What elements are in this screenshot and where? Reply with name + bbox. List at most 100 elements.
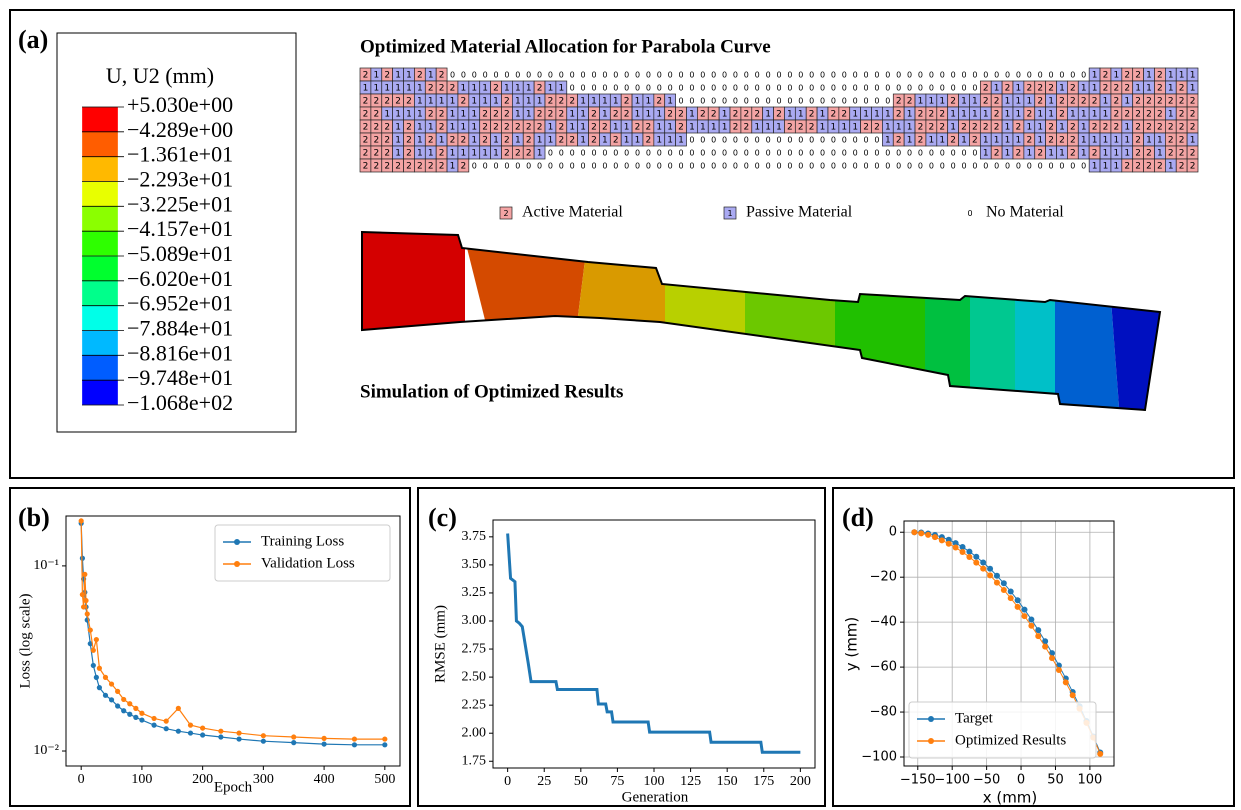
material-digit: 1 bbox=[624, 123, 630, 133]
material-digit: 0 bbox=[820, 162, 825, 171]
material-digit: 2 bbox=[1059, 97, 1065, 107]
material-digit: 2 bbox=[363, 136, 369, 146]
material-digit: 1 bbox=[961, 136, 967, 146]
point bbox=[79, 518, 84, 523]
panel-label: (a) bbox=[18, 25, 48, 54]
material-digit: 2 bbox=[950, 136, 956, 146]
material-digit: 1 bbox=[450, 149, 456, 159]
material-digit: 0 bbox=[776, 71, 781, 80]
material-digit: 0 bbox=[766, 136, 771, 145]
simulation-title: Simulation of Optimized Results bbox=[360, 381, 623, 402]
x-tick-label: 50 bbox=[1047, 773, 1064, 788]
material-digit: 0 bbox=[591, 84, 596, 93]
material-digit: 0 bbox=[668, 71, 673, 80]
material-digit: 2 bbox=[439, 149, 445, 159]
material-digit: 0 bbox=[853, 149, 858, 158]
material-digit: 1 bbox=[841, 123, 847, 133]
material-digit: 1 bbox=[1059, 84, 1065, 94]
point bbox=[321, 741, 326, 746]
point bbox=[966, 554, 972, 560]
point bbox=[236, 736, 241, 741]
material-digit: 1 bbox=[1005, 97, 1011, 107]
material-digit: 1 bbox=[1037, 123, 1043, 133]
material-digit: 0 bbox=[940, 149, 945, 158]
material-digit: 2 bbox=[754, 110, 760, 120]
colorbar-label: −1.068e+02 bbox=[127, 390, 233, 415]
material-digit: 0 bbox=[602, 149, 607, 158]
point bbox=[1015, 597, 1021, 603]
material-digit: 0 bbox=[744, 84, 749, 93]
material-digit: 2 bbox=[384, 97, 390, 107]
material-digit: 1 bbox=[1114, 136, 1120, 146]
x-tick-label: 25 bbox=[537, 774, 551, 789]
material-digit: 2 bbox=[428, 136, 434, 146]
point bbox=[109, 681, 114, 686]
material-digit: 0 bbox=[581, 149, 586, 158]
material-digit: 1 bbox=[384, 110, 390, 120]
material-digit: 0 bbox=[733, 84, 738, 93]
x-axis-label: Epoch bbox=[214, 779, 253, 795]
material-digit: 1 bbox=[580, 136, 586, 146]
material-digit: 0 bbox=[679, 71, 684, 80]
material-digit: 0 bbox=[776, 84, 781, 93]
material-digit: 0 bbox=[896, 162, 901, 171]
material-digit: 0 bbox=[885, 84, 890, 93]
material-digit: 2 bbox=[558, 123, 564, 133]
material-digit: 0 bbox=[570, 162, 575, 171]
panel-label: (d) bbox=[842, 503, 874, 532]
material-digit: 1 bbox=[428, 123, 434, 133]
material-digit: 0 bbox=[885, 71, 890, 80]
material-digit: 0 bbox=[689, 149, 694, 158]
material-digit: 2 bbox=[439, 123, 445, 133]
material-digit: 0 bbox=[755, 97, 760, 106]
material-digit: 1 bbox=[1016, 97, 1022, 107]
material-digit: 1 bbox=[515, 110, 521, 120]
material-digit: 2 bbox=[373, 97, 379, 107]
point bbox=[133, 715, 138, 720]
material-digit: 0 bbox=[874, 149, 879, 158]
material-digit: 2 bbox=[526, 123, 532, 133]
material-digit: 1 bbox=[461, 110, 467, 120]
material-digit: 2 bbox=[1103, 123, 1109, 133]
material-digit: 0 bbox=[842, 84, 847, 93]
material-digit: 0 bbox=[1070, 71, 1075, 80]
material-digit: 2 bbox=[1135, 149, 1141, 159]
point bbox=[218, 734, 223, 739]
material-digit: 0 bbox=[635, 149, 640, 158]
material-digit: 0 bbox=[689, 97, 694, 106]
point bbox=[236, 730, 241, 735]
point bbox=[109, 697, 114, 702]
material-digit: 1 bbox=[646, 97, 652, 107]
series-line bbox=[508, 533, 801, 752]
material-digit: 0 bbox=[668, 162, 673, 171]
material-digit: 0 bbox=[874, 84, 879, 93]
material-digit: 0 bbox=[896, 149, 901, 158]
material-digit: 0 bbox=[744, 162, 749, 171]
material-digit: 1 bbox=[1114, 149, 1120, 159]
material-digit: 2 bbox=[983, 97, 989, 107]
material-digit: 0 bbox=[842, 162, 847, 171]
material-digit: 1 bbox=[1146, 136, 1152, 146]
material-digit: 2 bbox=[1026, 136, 1032, 146]
material-digit: 2 bbox=[1179, 97, 1185, 107]
material-digit: 1 bbox=[646, 110, 652, 120]
material-digit: 0 bbox=[493, 71, 498, 80]
material-digit: 1 bbox=[450, 123, 456, 133]
legend-symbol: 0 bbox=[967, 209, 972, 218]
material-digit: 1 bbox=[537, 97, 543, 107]
colorbar-label: −6.020e+01 bbox=[127, 266, 233, 291]
material-digit: 0 bbox=[787, 84, 792, 93]
material-digit: 0 bbox=[722, 97, 727, 106]
material-digit: 2 bbox=[1146, 149, 1152, 159]
material-digit: 0 bbox=[711, 71, 716, 80]
point bbox=[94, 675, 99, 680]
material-digit: 1 bbox=[1103, 162, 1109, 172]
material-digit: 1 bbox=[1081, 123, 1087, 133]
material-digit: 2 bbox=[656, 97, 662, 107]
material-digit: 0 bbox=[809, 162, 814, 171]
material-digit: 2 bbox=[1157, 162, 1163, 172]
material-digit: 1 bbox=[395, 123, 401, 133]
point bbox=[1021, 613, 1027, 619]
material-digit: 1 bbox=[635, 110, 641, 120]
material-digit: 2 bbox=[798, 123, 804, 133]
